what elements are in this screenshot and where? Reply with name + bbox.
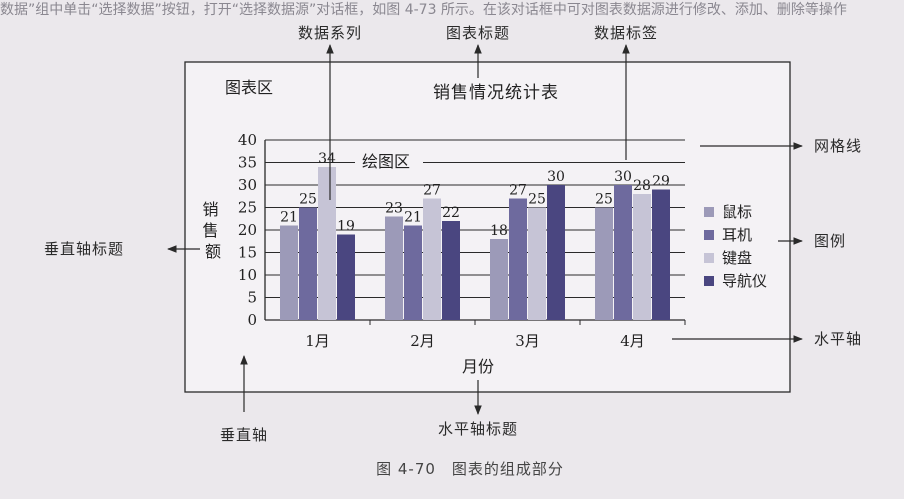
chart-title: 销售情况统计表	[433, 83, 559, 103]
legend-swatch	[704, 207, 714, 217]
y-tick-label: 5	[247, 289, 257, 307]
data-label: 30	[614, 169, 632, 185]
bar	[423, 198, 441, 320]
legend-item-label: 导航仪	[722, 272, 767, 290]
callout-gridlines: 网格线	[814, 137, 862, 155]
legend-item-label: 鼠标	[722, 203, 752, 221]
callout-vertical-axis: 垂直轴	[220, 426, 268, 444]
plot-area-label-bg	[355, 150, 423, 172]
page-top-text: 数据”组中单击“选择数据”按钮，打开“选择数据源”对话框，如图 4-73 所示。…	[0, 1, 847, 18]
callout-data-label: 数据标签	[594, 24, 658, 42]
callout-horizontal-axis-title: 水平轴标题	[438, 420, 518, 438]
legend-swatch	[704, 276, 714, 286]
data-label: 34	[318, 151, 336, 167]
data-label: 27	[509, 183, 527, 199]
data-label: 18	[490, 223, 508, 239]
bar	[547, 185, 565, 320]
bar	[442, 221, 460, 320]
legend-swatch	[704, 253, 714, 263]
bar	[337, 234, 355, 320]
bar	[318, 167, 336, 320]
x-tick-label: 1月	[305, 332, 330, 350]
y-tick-label: 20	[238, 221, 257, 239]
bar	[633, 194, 651, 320]
data-label: 27	[423, 183, 441, 199]
y-tick-label: 0	[247, 311, 257, 329]
bar	[404, 225, 422, 320]
callout-data-series: 数据系列	[298, 24, 362, 42]
data-label: 25	[595, 192, 613, 208]
y-tick-label: 25	[238, 199, 257, 217]
chart-area	[184, 61, 791, 393]
data-label: 21	[404, 210, 422, 226]
legend-swatch	[704, 230, 714, 240]
y-tick-label: 30	[238, 176, 257, 194]
data-label: 25	[299, 192, 317, 208]
data-label: 25	[528, 192, 546, 208]
x-axis-title: 月份	[462, 357, 494, 376]
data-label: 28	[633, 178, 651, 194]
bar	[509, 198, 527, 320]
bar	[652, 189, 670, 320]
callout-legend: 图例	[814, 232, 846, 250]
x-tick-label: 3月	[515, 332, 540, 350]
y-tick-label: 15	[238, 244, 257, 262]
callout-vertical-axis-title: 垂直轴标题	[44, 240, 124, 258]
callout-chart-title: 图表标题	[446, 24, 510, 42]
figure-caption: 图 4-70 图表的组成部分	[376, 460, 564, 478]
data-label: 23	[385, 201, 403, 217]
y-tick-label: 35	[238, 154, 257, 172]
x-tick-label: 4月	[620, 332, 645, 350]
legend-item-label: 键盘	[722, 249, 752, 267]
data-label: 22	[442, 205, 460, 221]
bar	[299, 207, 317, 320]
bar	[280, 225, 298, 320]
callout-horizontal-axis: 水平轴	[814, 330, 862, 348]
x-tick-label: 2月	[410, 332, 435, 350]
data-label: 30	[547, 169, 565, 185]
y-axis-title: 销 售 额	[202, 200, 223, 261]
legend-item-label: 耳机	[722, 226, 752, 244]
bar	[490, 239, 508, 320]
y-tick-label: 40	[238, 131, 257, 149]
bar	[385, 216, 403, 320]
plot-area-label: 绘图区	[362, 152, 410, 171]
data-label: 21	[280, 210, 298, 226]
chart-area-label: 图表区	[225, 78, 273, 97]
data-label: 29	[652, 174, 670, 190]
y-tick-label: 10	[238, 266, 257, 284]
bar	[614, 185, 632, 320]
bar	[528, 207, 546, 320]
data-label: 19	[337, 219, 355, 235]
bar	[595, 207, 613, 320]
